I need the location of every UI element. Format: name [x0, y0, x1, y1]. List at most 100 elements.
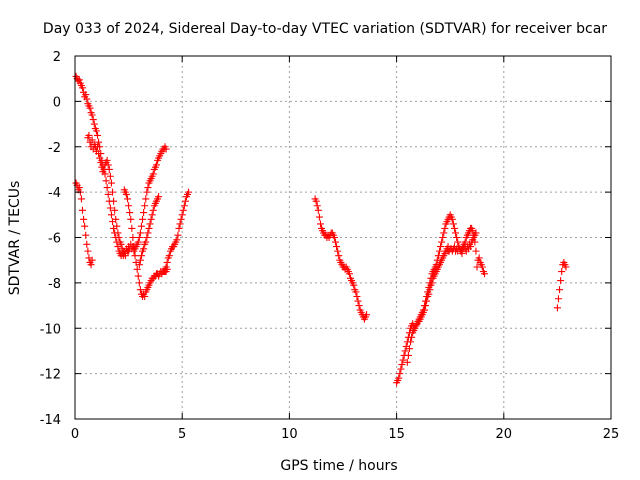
data-point — [85, 131, 93, 139]
y-axis-label: SDTVAR / TECUs — [7, 181, 23, 296]
data-point — [426, 286, 434, 294]
data-point — [141, 202, 149, 210]
grid-lines — [75, 56, 611, 419]
data-point — [155, 193, 163, 201]
data-point — [84, 247, 92, 255]
data-point — [396, 370, 404, 378]
data-point — [107, 179, 115, 187]
data-point — [452, 229, 460, 237]
y-tick-label: -2 — [48, 141, 61, 156]
data-point — [88, 111, 96, 119]
data-point — [82, 231, 90, 239]
y-tick-label: -6 — [48, 232, 61, 247]
data-point — [125, 202, 133, 210]
data-point — [334, 247, 342, 255]
x-tick-label: 0 — [71, 427, 79, 442]
x-tick-label: 25 — [603, 427, 620, 442]
data-point — [134, 238, 142, 246]
y-tick-label: -14 — [40, 413, 61, 428]
data-point — [173, 236, 181, 244]
y-tick-label: -10 — [40, 322, 61, 337]
data-point — [472, 229, 480, 237]
data-point — [162, 145, 170, 153]
data-point — [139, 215, 147, 223]
data-point — [94, 131, 102, 139]
data-point — [428, 279, 436, 287]
data-point — [124, 195, 132, 203]
data-point — [95, 150, 103, 158]
data-point — [142, 195, 150, 203]
data-point — [398, 361, 406, 369]
data-point — [461, 238, 469, 246]
series-seg3 — [84, 131, 129, 260]
data-point — [316, 220, 324, 228]
data-point — [106, 172, 114, 180]
data-point — [178, 211, 186, 219]
data-point — [104, 161, 112, 169]
data-point — [422, 302, 430, 310]
data-point — [404, 351, 412, 359]
data-point — [110, 197, 118, 205]
data-point — [448, 215, 456, 223]
data-point — [439, 234, 447, 241]
data-point — [87, 261, 95, 269]
series-seg11 — [444, 229, 480, 257]
data-point — [145, 224, 153, 232]
data-point — [136, 229, 144, 237]
data-point — [77, 195, 85, 203]
data-point — [453, 234, 461, 241]
y-tick-label: -12 — [40, 368, 61, 383]
y-tick-label: 0 — [53, 95, 61, 110]
data-point — [435, 247, 443, 255]
data-point — [137, 252, 145, 260]
data-point — [162, 263, 170, 271]
data-point — [79, 206, 87, 214]
y-tick-label: 2 — [53, 50, 61, 65]
data-point — [177, 215, 185, 223]
series-seg6 — [135, 193, 163, 269]
data-point — [144, 184, 152, 192]
data-point — [353, 292, 361, 300]
data-point — [135, 234, 143, 241]
data-point — [472, 247, 480, 255]
data-point — [313, 202, 321, 210]
data-point — [88, 256, 96, 264]
series-seg7 — [161, 188, 193, 276]
series-seg13 — [553, 258, 570, 312]
data-point — [562, 263, 570, 271]
data-point — [135, 279, 143, 287]
data-point — [408, 333, 416, 341]
data-point — [136, 286, 144, 294]
data-point — [137, 222, 145, 230]
data-point — [557, 277, 565, 285]
data-point — [112, 215, 120, 223]
data-point — [114, 229, 122, 237]
data-point — [363, 311, 371, 319]
data-point — [111, 206, 119, 214]
data-point — [115, 234, 123, 241]
data-point — [81, 222, 89, 230]
data-point — [140, 209, 148, 217]
data-point — [395, 374, 403, 382]
series-seg8 — [311, 195, 371, 323]
data-point — [440, 229, 448, 237]
data-point — [553, 304, 561, 312]
data-point — [143, 234, 151, 241]
series-seg5 — [125, 143, 170, 255]
data-point — [407, 338, 415, 346]
data-point — [176, 220, 184, 228]
data-point — [149, 206, 157, 214]
data-point — [127, 215, 135, 223]
data-point — [152, 161, 160, 169]
data-point — [397, 365, 405, 373]
data-point — [438, 238, 446, 246]
data-point — [420, 306, 428, 314]
data-point — [401, 347, 409, 355]
y-tick-label: -4 — [48, 186, 61, 201]
data-point — [481, 270, 489, 278]
chart-title: Day 033 of 2024, Sidereal Day-to-day VTE… — [43, 21, 607, 37]
data-point — [354, 297, 362, 305]
data-point — [121, 252, 129, 260]
data-point — [478, 263, 486, 271]
data-point — [352, 288, 360, 296]
